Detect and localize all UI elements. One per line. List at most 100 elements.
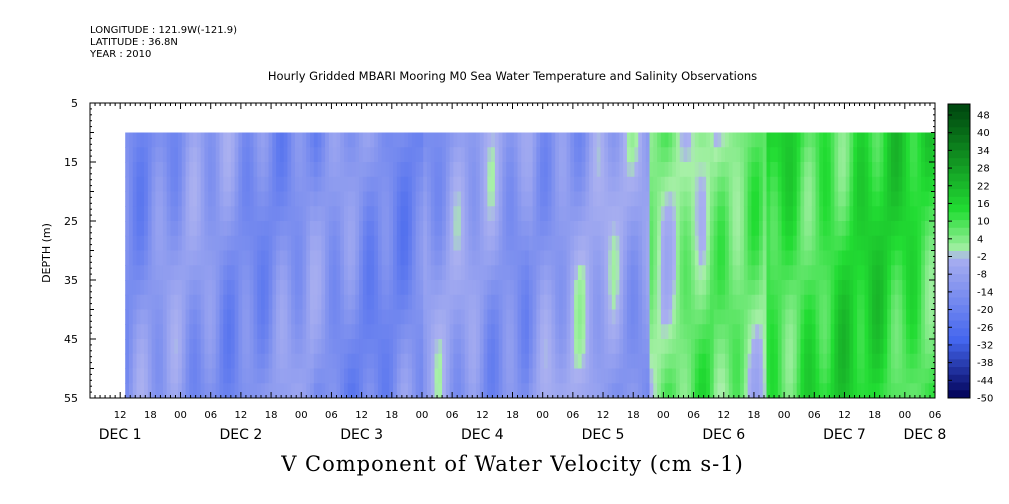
- heatmap-cell: [691, 324, 696, 340]
- heatmap-cell: [408, 353, 413, 370]
- heatmap-cell: [887, 191, 892, 207]
- heatmap-cell: [679, 309, 685, 325]
- heatmap-cell: [513, 250, 519, 266]
- heatmap-cell: [781, 383, 786, 398]
- heatmap-cell: [623, 339, 628, 355]
- heatmap-cell: [634, 162, 639, 178]
- heatmap-cell: [344, 206, 349, 222]
- heatmap-cell: [751, 235, 756, 252]
- heatmap-cell: [924, 206, 930, 222]
- heatmap-cell: [302, 280, 307, 296]
- heatmap-cell: [755, 265, 760, 281]
- heatmap-cell: [521, 383, 526, 398]
- heatmap-cell: [476, 206, 481, 222]
- heatmap-cell: [381, 353, 387, 370]
- heatmap-cell: [234, 147, 239, 163]
- heatmap-cell: [389, 265, 394, 281]
- heatmap-cell: [694, 221, 700, 237]
- heatmap-cell: [517, 265, 522, 281]
- heatmap-cell: [800, 339, 805, 355]
- heatmap-cell: [770, 191, 775, 207]
- heatmap-cell: [823, 353, 828, 370]
- heatmap-cell: [264, 339, 270, 355]
- heatmap-cell: [574, 265, 579, 281]
- heatmap-cell: [460, 280, 466, 296]
- heatmap-cell: [906, 176, 911, 193]
- heatmap-cell: [487, 206, 492, 222]
- heatmap-cell: [457, 221, 462, 237]
- heatmap-cell: [540, 206, 545, 222]
- heatmap-cell: [691, 191, 696, 207]
- heatmap-cell: [849, 147, 854, 163]
- heatmap-cell: [577, 309, 583, 325]
- heatmap-cell: [675, 309, 681, 325]
- heatmap-cell: [310, 250, 315, 266]
- heatmap-cell: [328, 265, 334, 281]
- heatmap-cell: [155, 147, 160, 163]
- heatmap-cell: [509, 309, 515, 325]
- heatmap-cell: [396, 250, 402, 266]
- heatmap-cell: [664, 324, 670, 340]
- heatmap-cell: [566, 206, 571, 222]
- heatmap-cell: [178, 132, 183, 148]
- colorbar-label: 22: [977, 181, 990, 192]
- heatmap-cell: [841, 309, 847, 325]
- heatmap-cell: [313, 309, 319, 325]
- heatmap-cell: [611, 235, 617, 252]
- heatmap-cell: [921, 280, 926, 296]
- heatmap-cell: [389, 280, 394, 296]
- heatmap-cell: [328, 383, 334, 398]
- heatmap-cell: [645, 280, 651, 296]
- heatmap-cell: [189, 294, 194, 311]
- heatmap-cell: [642, 383, 647, 398]
- heatmap-cell: [774, 294, 779, 311]
- heatmap-cell: [562, 176, 568, 193]
- heatmap-cell: [302, 162, 307, 178]
- heatmap-cell: [649, 383, 654, 398]
- heatmap-cell: [762, 309, 768, 325]
- heatmap-cell: [415, 294, 421, 311]
- heatmap-cell: [853, 294, 858, 311]
- heatmap-cell: [125, 353, 130, 370]
- heatmap-cell: [604, 147, 609, 163]
- heatmap-cell: [408, 250, 413, 266]
- heatmap-cell: [491, 147, 496, 163]
- colorbar-band: [948, 312, 970, 322]
- heatmap-cell: [864, 221, 869, 237]
- heatmap-cell: [728, 191, 734, 207]
- heatmap-cell: [604, 221, 609, 237]
- heatmap-cell: [310, 206, 315, 222]
- heatmap-cell: [404, 353, 409, 370]
- heatmap-cell: [140, 147, 145, 163]
- heatmap-cell: [449, 250, 454, 266]
- heatmap-cell: [200, 309, 206, 325]
- heatmap-cell: [706, 132, 711, 148]
- heatmap-cell: [487, 383, 492, 398]
- heatmap-cell: [389, 368, 394, 384]
- heatmap-cell: [879, 147, 885, 163]
- heatmap-cell: [849, 221, 854, 237]
- heatmap-cell: [215, 339, 221, 355]
- heatmap-cell: [585, 250, 590, 266]
- heatmap-cell: [540, 309, 545, 325]
- heatmap-cell: [460, 265, 466, 281]
- heatmap-cell: [253, 221, 258, 237]
- heatmap-cell: [211, 191, 217, 207]
- heatmap-cell: [604, 309, 609, 325]
- heatmap-cell: [792, 353, 798, 370]
- heatmap-cell: [796, 324, 802, 340]
- heatmap-cell: [426, 162, 432, 178]
- heatmap-cell: [128, 235, 134, 252]
- heatmap-cell: [879, 280, 885, 296]
- heatmap-cell: [928, 339, 934, 355]
- heatmap-cell: [936, 354, 940, 369]
- heatmap-cell: [736, 353, 741, 370]
- heatmap-cell: [404, 235, 409, 252]
- heatmap-cell: [853, 309, 858, 325]
- heatmap-cell: [204, 250, 209, 266]
- heatmap-cell: [159, 339, 164, 355]
- heatmap-cell: [834, 176, 839, 193]
- heatmap-cell: [230, 294, 236, 311]
- heatmap-cell: [166, 250, 172, 266]
- heatmap-cell: [585, 176, 590, 193]
